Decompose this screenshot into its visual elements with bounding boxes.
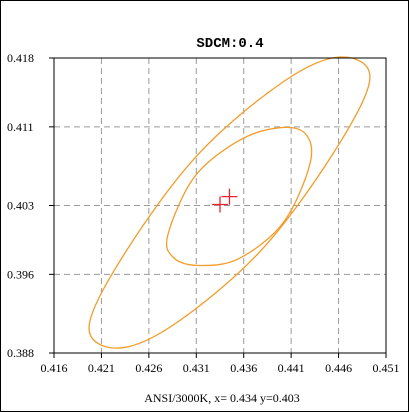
cross-marker-measured — [212, 196, 228, 213]
y-tick-label: 0.418 — [7, 51, 34, 65]
chart-caption: ANSI/3000K, x= 0.434 y=0.403 — [144, 391, 300, 405]
x-tick-label: 0.436 — [230, 361, 257, 375]
x-tick-label: 0.426 — [135, 361, 162, 375]
ellipse-inner — [165, 126, 313, 267]
ellipse-outer — [88, 56, 371, 349]
x-tick-label: 0.446 — [325, 361, 352, 375]
y-tick-label: 0.411 — [7, 120, 34, 134]
x-tick-label: 0.431 — [183, 361, 210, 375]
y-tick-label: 0.388 — [7, 346, 34, 360]
y-tick-label: 0.396 — [7, 267, 34, 281]
x-tick-label: 0.421 — [88, 361, 115, 375]
x-tick-label: 0.441 — [278, 361, 305, 375]
x-tick-label: 0.451 — [373, 361, 400, 375]
chart-title: SDCM:0.4 — [196, 36, 263, 52]
cross-marker-target — [221, 188, 238, 205]
x-tick-label: 0.416 — [41, 361, 68, 375]
y-tick-label: 0.403 — [7, 199, 34, 213]
